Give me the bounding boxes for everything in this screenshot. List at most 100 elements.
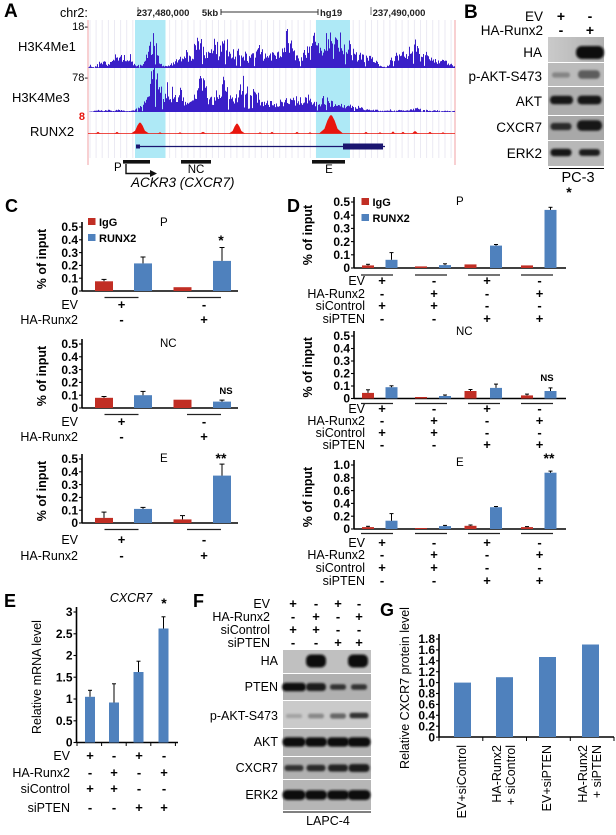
svg-text:+: + [483,273,491,288]
svg-text:+: + [289,622,297,637]
svg-text:0.3: 0.3 [333,354,350,368]
svg-text:-: - [485,560,489,575]
svg-text:RUNX2: RUNX2 [30,124,74,139]
svg-text:HA-Runx2: HA-Runx2 [307,548,365,562]
svg-text:AKT: AKT [516,94,542,109]
svg-text:0.1: 0.1 [333,379,350,393]
svg-text:siPTEN: siPTEN [28,801,70,815]
svg-text:0.2: 0.2 [333,509,350,523]
svg-text:+: + [110,765,118,780]
svg-text:-: - [357,596,361,611]
svg-text:-: - [380,311,384,326]
svg-text:-: - [537,298,541,313]
svg-text:2: 2 [66,649,73,663]
svg-text:HA-Runx2: HA-Runx2 [576,745,590,803]
svg-text:HA-Runx2: HA-Runx2 [490,745,504,803]
svg-text:1.0: 1.0 [418,676,435,690]
svg-text:NC: NC [160,338,177,350]
svg-text:0.2: 0.2 [61,259,78,273]
svg-text:18-: 18- [72,21,88,33]
svg-text:+: + [312,622,320,637]
svg-text:Relative mRNA level: Relative mRNA level [30,620,44,734]
svg-text:siPTEN: siPTEN [228,636,270,650]
svg-text:+: + [118,532,126,547]
svg-text:0.2: 0.2 [333,367,350,381]
svg-text:HA-Runx2: HA-Runx2 [481,23,543,38]
svg-text:+: + [536,547,544,562]
svg-text:NS: NS [219,386,232,397]
svg-text:+: + [135,800,143,815]
svg-text:+: + [557,8,565,24]
svg-text:E: E [325,164,333,176]
svg-text:HA-Runx2: HA-Runx2 [307,287,365,301]
svg-text:% of input: % of input [301,466,315,527]
svg-text:-: - [314,635,318,650]
svg-text:NC: NC [188,164,205,176]
svg-text:0.3: 0.3 [61,246,78,260]
svg-text:0.2: 0.2 [61,491,78,505]
svg-text:+: + [200,312,208,327]
svg-text:**: ** [216,450,227,466]
svg-text:-: - [537,401,541,416]
svg-text:H3K4Me1: H3K4Me1 [18,39,76,54]
svg-text:1.6: 1.6 [418,643,435,657]
svg-text:NC: NC [456,326,473,338]
svg-text:0.3: 0.3 [61,478,78,492]
svg-text:+: + [118,297,126,312]
svg-text:P: P [160,217,168,229]
svg-text:+: + [536,413,544,428]
svg-text:B: B [464,2,478,23]
svg-text:HA-Runx2: HA-Runx2 [20,430,78,444]
svg-text:+: + [200,429,208,444]
svg-text:0.5: 0.5 [61,337,78,351]
svg-text:-: - [88,765,92,780]
svg-text:0.1: 0.1 [333,248,350,262]
svg-text:*: * [566,184,572,200]
svg-text:p-AKT-S473: p-AKT-S473 [210,709,278,723]
svg-text:-: - [202,532,206,547]
svg-text:+: + [86,781,94,796]
svg-text:PTEN: PTEN [245,680,278,694]
svg-text:0: 0 [71,284,78,298]
svg-text:E: E [456,457,464,469]
svg-text:RUNX2: RUNX2 [373,213,410,225]
svg-text:-: - [202,414,206,429]
svg-text:-: - [485,425,489,440]
svg-text:+: + [378,535,386,550]
svg-text:0.1: 0.1 [61,388,78,402]
svg-text:0.2: 0.2 [418,719,435,733]
svg-text:-: - [119,312,123,327]
svg-text:2.5: 2.5 [56,627,73,641]
svg-text:-: - [380,286,384,301]
svg-text:RUNX2: RUNX2 [99,233,136,245]
svg-text:-: - [432,535,436,550]
svg-text:1.4: 1.4 [418,654,435,668]
svg-text:EV: EV [53,749,70,763]
svg-text:1: 1 [66,692,73,706]
svg-text:-: - [559,22,564,38]
svg-text:0.5: 0.5 [61,452,78,466]
svg-text:8: 8 [79,111,85,123]
svg-text:0.6: 0.6 [418,698,435,712]
svg-text:0.4: 0.4 [61,350,78,364]
svg-text:237,490,000: 237,490,000 [373,8,426,19]
svg-text:C: C [5,196,18,216]
svg-text:D: D [287,196,300,216]
svg-text:-: - [432,437,436,452]
svg-text:EV: EV [348,402,365,416]
svg-text:siPTEN: siPTEN [323,438,365,452]
svg-text:+: + [536,286,544,301]
svg-text:-: - [336,622,340,637]
svg-text:-: - [291,609,295,624]
svg-text:+: + [378,425,386,440]
svg-text:+: + [118,414,126,429]
svg-text:-: - [119,429,123,444]
svg-text:LAPC-4: LAPC-4 [306,814,350,828]
svg-text:H3K4Me3: H3K4Me3 [12,90,70,105]
svg-text:0.4: 0.4 [333,497,350,511]
svg-text:% of input: % of input [35,460,49,521]
svg-text:E: E [4,591,16,611]
svg-text:1.8: 1.8 [418,632,435,646]
svg-text:EV: EV [61,298,78,312]
svg-text:-: - [137,765,141,780]
